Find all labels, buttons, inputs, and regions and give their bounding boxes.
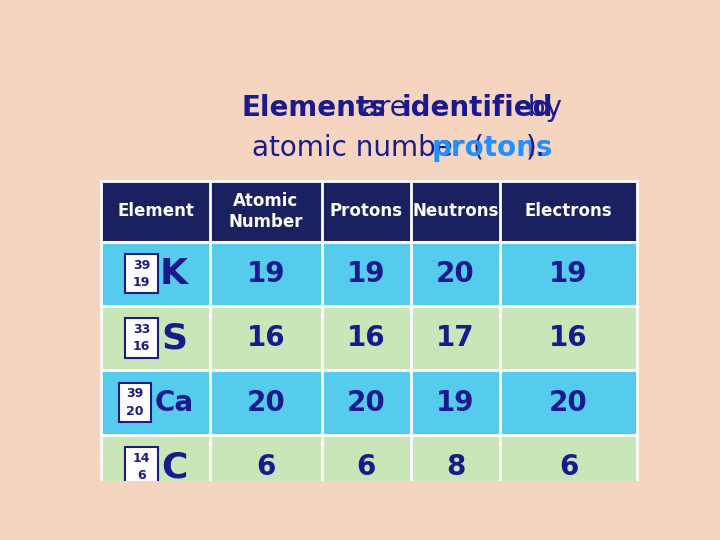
Text: C: C — [161, 450, 187, 484]
Text: 33: 33 — [133, 323, 150, 336]
Text: S: S — [161, 321, 187, 355]
Text: identified: identified — [402, 94, 554, 123]
Bar — [125, 319, 158, 358]
Bar — [101, 306, 636, 370]
Text: by: by — [519, 94, 562, 123]
Text: 17: 17 — [436, 324, 474, 352]
Bar — [125, 447, 158, 487]
Text: are: are — [354, 94, 416, 123]
Text: 16: 16 — [347, 324, 385, 352]
Text: 39: 39 — [133, 259, 150, 272]
Text: Neutrons: Neutrons — [413, 202, 499, 220]
Text: 6: 6 — [256, 453, 276, 481]
Text: 20: 20 — [436, 260, 475, 288]
Text: Element: Element — [117, 202, 194, 220]
Text: Protons: Protons — [330, 202, 402, 220]
Text: 6: 6 — [559, 453, 578, 481]
Text: 39: 39 — [127, 387, 144, 401]
Text: Atomic
Number: Atomic Number — [228, 192, 303, 231]
Text: 16: 16 — [246, 324, 285, 352]
Bar — [101, 181, 636, 241]
Text: Electrons: Electrons — [525, 202, 612, 220]
Bar — [101, 241, 636, 306]
Text: protons: protons — [432, 134, 554, 162]
Bar — [101, 435, 636, 500]
Text: 6: 6 — [138, 469, 146, 482]
Text: ).: ). — [526, 134, 546, 162]
Text: Ca: Ca — [154, 389, 194, 417]
Text: Elements: Elements — [241, 94, 386, 123]
Text: 19: 19 — [246, 260, 285, 288]
Text: 19: 19 — [549, 260, 588, 288]
Text: 14: 14 — [133, 452, 150, 465]
Text: 19: 19 — [436, 389, 474, 417]
Text: 20: 20 — [347, 389, 386, 417]
Text: 16: 16 — [549, 324, 588, 352]
Bar — [101, 370, 636, 435]
Text: 19: 19 — [133, 276, 150, 289]
Text: 16: 16 — [133, 340, 150, 353]
Text: 8: 8 — [446, 453, 465, 481]
Text: K: K — [160, 256, 188, 291]
Text: 6: 6 — [356, 453, 376, 481]
Bar — [119, 383, 151, 422]
Text: 19: 19 — [347, 260, 385, 288]
Text: 20: 20 — [549, 389, 588, 417]
Text: atomic number (: atomic number ( — [253, 134, 485, 162]
Text: 20: 20 — [127, 405, 144, 418]
Bar — [125, 254, 158, 294]
Text: 20: 20 — [246, 389, 285, 417]
